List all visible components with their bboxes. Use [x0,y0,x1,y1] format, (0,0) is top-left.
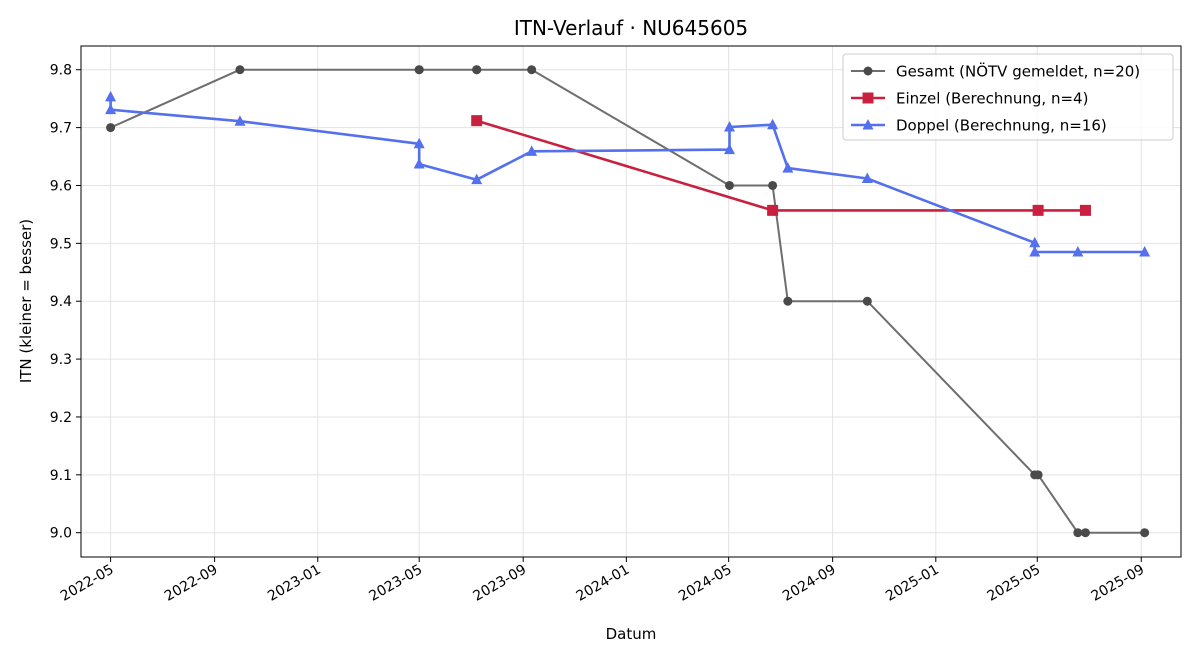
data-point [471,115,483,127]
x-tick-label: 2022-09 [162,562,221,605]
x-tick-label: 2023-09 [471,562,530,605]
data-point [724,143,736,155]
data-point [471,173,483,185]
data-point [414,65,424,75]
data-point [862,296,872,306]
y-axis-title: ITN (kleiner = besser) [17,219,35,383]
y-tick-label: 9.1 [50,468,72,484]
x-tick-label: 2022-05 [58,562,117,605]
y-tick-label: 9.2 [50,410,72,426]
legend-marker [862,119,874,130]
legend-label: Einzel (Berechnung, n=4) [896,90,1088,108]
y-tick-label: 9.4 [50,294,72,310]
data-point [472,65,482,75]
series-circle [106,65,1150,538]
data-point [413,137,425,149]
x-axis-title: Datum [606,625,657,643]
x-axis: 2022-05 2022-09 2023-01 2023-05 2023-09 2024-… [58,557,1147,605]
y-tick-label: 9.6 [50,178,72,194]
data-point [767,204,779,216]
series-square [471,115,1091,216]
y-tick-label: 9.5 [50,236,72,252]
data-point [1033,470,1043,480]
data-point [861,172,873,184]
series-line [476,119,1086,212]
data-point [235,65,245,75]
series-line [110,68,1145,534]
data-point [725,180,735,190]
data-point [1072,246,1084,257]
x-tick-label: 2025-01 [883,562,942,605]
y-tick-label: 9.0 [50,526,72,542]
data-point [1032,204,1044,216]
x-tick-label: 2024-05 [676,562,735,605]
series-layer [105,65,1151,538]
legend-marker [862,92,874,104]
data-point [782,162,794,173]
data-point [1079,204,1091,216]
legend-label: Doppel (Berechnung, n=16) [896,117,1107,135]
legend-label: Gesamt (NÖTV gemeldet, n=20) [896,62,1140,81]
data-point [413,158,425,169]
data-point [1029,236,1041,248]
x-tick-label: 2025-09 [1089,562,1148,605]
x-tick-label: 2023-05 [367,562,426,605]
data-point [234,115,246,126]
data-point [1140,528,1150,538]
legend: Gesamt (NÖTV gemeldet, n=20) Einzel (Bere… [842,53,1174,141]
data-point [783,296,793,306]
y-tick-label: 9.8 [50,63,72,79]
series-triangle [105,90,1151,257]
data-point [1080,528,1090,538]
x-tick-label: 2024-09 [780,562,839,605]
data-point [1073,528,1083,538]
x-tick-label: 2023-01 [265,562,324,605]
data-point [526,145,538,156]
data-point [105,90,117,102]
y-axis: 9.0 9.1 9.2 9.3 9.4 9.5 9.6 9.7 9.8 [50,63,81,542]
x-tick-label: 2025-05 [985,562,1044,605]
legend-marker [863,66,873,76]
y-tick-label: 9.7 [50,121,72,137]
data-point [768,180,778,190]
data-point [527,65,537,75]
chart-title: ITN-Verlauf · NU645605 [514,16,748,40]
data-point [105,103,117,115]
data-point [106,123,116,133]
y-tick-label: 9.3 [50,352,72,368]
data-point [767,118,779,130]
data-point [724,121,736,132]
x-tick-label: 2024-01 [574,562,633,605]
data-point [1139,246,1151,257]
legend-box [842,53,1174,141]
data-point [1029,246,1041,257]
